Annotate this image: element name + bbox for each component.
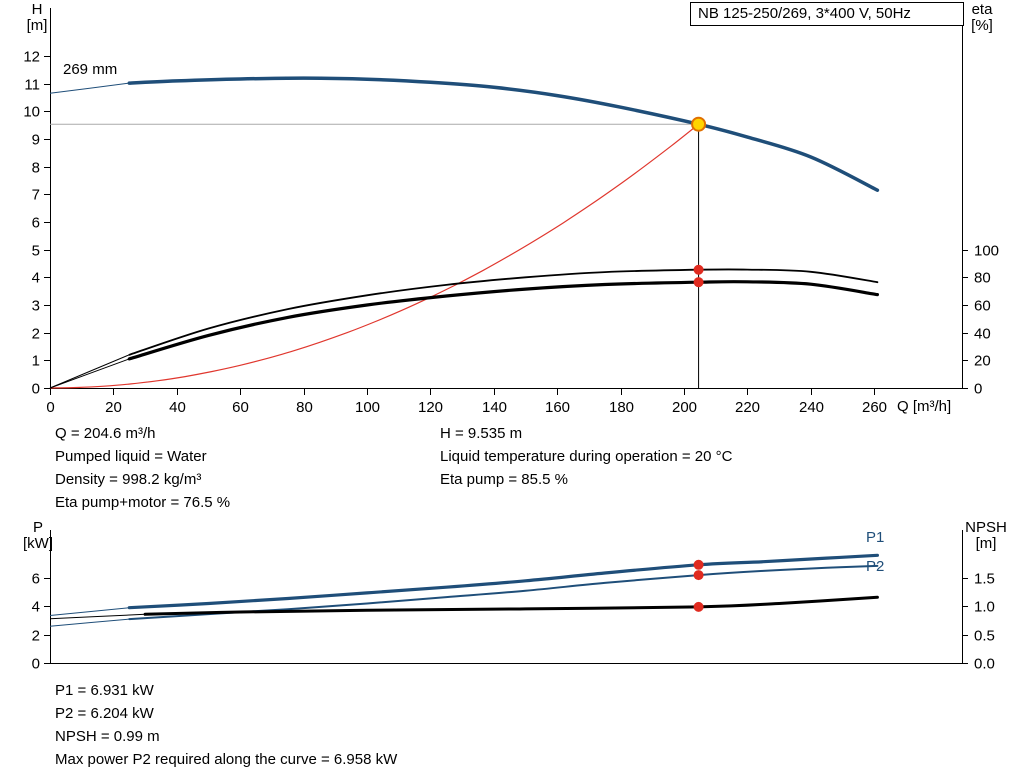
npsh-tick-label: 1.5: [974, 571, 995, 588]
p1-curve-label: P1: [866, 529, 885, 546]
h-tick-label: 8: [32, 160, 40, 177]
info-eta-pump: Eta pump = 85.5 %: [440, 471, 568, 488]
h-tick-label: 11: [24, 77, 40, 94]
series-eta_pump-thin-leadin: [49, 354, 130, 389]
duty-info-right-column: H = 9.535 m Liquid temperature during op…: [440, 422, 732, 491]
series-eta_pump: [128, 268, 879, 356]
pump-title-box: NB 125-250/269, 3*400 V, 50Hz: [690, 2, 964, 26]
eta-tick-label: 100: [974, 243, 999, 260]
duty-dot-p2: [693, 570, 704, 581]
h-axis-title-line2: [m]: [26, 17, 48, 34]
p-tick-label: 0: [32, 656, 40, 673]
h-tick-label: 2: [32, 326, 40, 343]
info-eta-pump-motor: Eta pump+motor = 76.5 %: [55, 494, 231, 511]
q-tick-label: 40: [169, 399, 186, 416]
eta-tick-label: 60: [974, 298, 991, 315]
pump-title: NB 125-250/269, 3*400 V, 50Hz: [698, 5, 911, 22]
npsh-axis-title: NPSH [m]: [958, 520, 1014, 552]
series-eta_pump_motor: [127, 280, 879, 361]
q-axis-title: Q [m³/h]: [897, 398, 952, 415]
info-density: Density = 998.2 kg/m³: [55, 471, 202, 488]
p-axis-title-line2: [kW]: [23, 535, 53, 552]
system-curve: [49, 123, 699, 389]
series-P1: [127, 553, 879, 610]
h-tick-label: 9: [32, 132, 40, 149]
duty-dot-eta-pump-motor: [693, 277, 704, 288]
duty-dot-npsh: [693, 601, 704, 612]
eta-tick-label: 80: [974, 270, 991, 287]
p-tick-label: 2: [32, 628, 40, 645]
series-NPSH-thin-leadin: [49, 613, 146, 620]
eta-axis-title: eta [%]: [962, 2, 1002, 34]
info-liquid-temperature: Liquid temperature during operation = 20…: [440, 448, 733, 465]
q-tick-label: 220: [735, 399, 760, 416]
h-tick-label: 5: [32, 243, 40, 260]
npsh-tick-label: 1.0: [974, 599, 995, 616]
series-eta_pump_motor-thin-leadin: [49, 358, 130, 389]
duty-dot-eta-pump: [693, 264, 704, 275]
q-tick-label: 180: [609, 399, 634, 416]
h-axis-title: H [m]: [20, 2, 54, 34]
series-P1-thin-leadin: [49, 607, 130, 616]
series-head_269mm: [127, 76, 880, 192]
q-tick-label: 120: [418, 399, 443, 416]
eta-tick-label: 0: [974, 381, 982, 398]
npsh-tick-label: 0.5: [974, 628, 995, 645]
q-tick-label: 240: [799, 399, 824, 416]
duty-point-marker: [691, 116, 707, 132]
p-axis-title-line1: P: [32, 519, 43, 536]
eta-axis-title-line1: eta: [971, 1, 993, 18]
duty-dot-p1: [693, 559, 704, 570]
h-tick-label: 0: [32, 381, 40, 398]
series-NPSH: [143, 595, 879, 616]
q-tick-label: 0: [46, 399, 54, 416]
p-tick-label: 4: [32, 599, 40, 616]
q-tick-label: 140: [482, 399, 507, 416]
p-tick-label: 6: [32, 571, 40, 588]
impeller-trim-label: 269 mm: [63, 61, 118, 78]
npsh-tick-label: 0.0: [974, 656, 995, 673]
info-pumped-liquid: Pumped liquid = Water: [55, 448, 207, 465]
h-axis-title-line1: H: [31, 1, 43, 18]
power-info-block: P1 = 6.931 kW P2 = 6.204 kW NPSH = 0.99 …: [55, 679, 397, 771]
q-tick-label: 160: [545, 399, 570, 416]
series-P2-thin-leadin: [49, 618, 130, 627]
npsh-axis-title-line1: NPSH: [965, 519, 1007, 536]
h-tick-label: 10: [23, 104, 40, 121]
info-h: H = 9.535 m: [440, 425, 523, 442]
info-p1: P1 = 6.931 kW: [55, 682, 154, 699]
eta-tick-label: 20: [974, 353, 991, 370]
q-tick-label: 80: [296, 399, 313, 416]
info-p2: P2 = 6.204 kW: [55, 705, 154, 722]
eta-axis-title-line2: [%]: [971, 17, 993, 34]
q-tick-label: 100: [355, 399, 380, 416]
p-axis-title: P [kW]: [16, 520, 60, 552]
h-tick-label: 4: [32, 270, 40, 287]
p2-curve-label: P2: [866, 558, 885, 575]
eta-tick-label: 40: [974, 326, 991, 343]
info-npsh: NPSH = 0.99 m: [55, 728, 160, 745]
q-tick-label: 60: [232, 399, 249, 416]
h-tick-label: 12: [23, 49, 40, 66]
series-head_269mm-thin-leadin: [49, 82, 130, 94]
q-tick-label: 260: [862, 399, 887, 416]
h-tick-label: 6: [32, 215, 40, 232]
npsh-axis-title-line2: [m]: [975, 535, 997, 552]
h-tick-label: 7: [32, 187, 40, 204]
q-tick-label: 20: [105, 399, 122, 416]
q-tick-label: 200: [672, 399, 697, 416]
info-q: Q = 204.6 m³/h: [55, 425, 156, 442]
info-max-power: Max power P2 required along the curve = …: [55, 751, 398, 768]
h-tick-label: 3: [32, 298, 40, 315]
h-tick-label: 1: [32, 353, 40, 370]
duty-info-left-column: Q = 204.6 m³/h Pumped liquid = Water Den…: [55, 422, 230, 514]
